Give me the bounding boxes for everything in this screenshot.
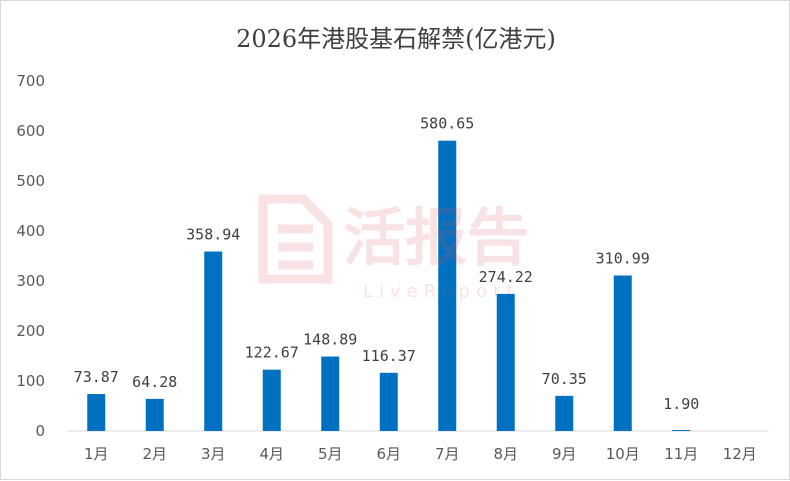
bar [555, 395, 574, 431]
x-tick-label: 3月 [201, 445, 226, 463]
y-tick-label: 0 [35, 422, 45, 440]
y-axis: 0 100 200 300 400 500 600 700 [16, 72, 45, 440]
y-tick-label: 200 [16, 322, 45, 340]
x-tick-label: 7月 [435, 445, 460, 463]
bar [438, 140, 457, 432]
data-label: 70.35 [542, 370, 587, 388]
bar [379, 372, 398, 431]
bar [321, 356, 340, 431]
data-label: 116.37 [362, 347, 416, 365]
data-label: 310.99 [596, 250, 650, 268]
x-tick-label: 8月 [493, 445, 518, 463]
data-label: 358.94 [186, 226, 240, 244]
bar [204, 251, 223, 431]
y-tick-label: 400 [16, 222, 45, 240]
y-tick-label: 600 [16, 122, 45, 140]
x-tick-label: 5月 [318, 445, 343, 463]
y-tick-label: 300 [16, 272, 45, 290]
y-tick-label: 500 [16, 172, 45, 190]
data-label: 64.28 [132, 373, 177, 391]
data-label: 73.87 [74, 368, 119, 386]
x-tick-label: 1月 [84, 445, 109, 463]
y-tick-label: 700 [16, 72, 45, 90]
x-tick-label: 12月 [723, 445, 757, 463]
bar [87, 394, 106, 431]
chart-title: 2026年港股基石解禁(亿港元) [236, 25, 556, 53]
data-label: 580.65 [420, 115, 474, 133]
bar [613, 275, 632, 431]
x-tick-label: 9月 [552, 445, 577, 463]
data-label: 274.22 [479, 268, 533, 286]
x-tick-label: 4月 [259, 445, 284, 463]
x-tick-label: 10月 [606, 445, 640, 463]
bar [262, 369, 281, 431]
x-tick-label: 6月 [376, 445, 401, 463]
data-label: 122.67 [245, 344, 299, 362]
x-tick-label: 2月 [142, 445, 167, 463]
x-axis: 1月 2月 3月 4月 5月 6月 7月 8月 9月 10月 11月 12月 [84, 445, 757, 463]
bar [496, 293, 515, 431]
data-label: 1.90 [663, 395, 699, 413]
data-label: 148.89 [303, 331, 357, 349]
bars [87, 140, 691, 432]
x-tick-label: 11月 [664, 445, 698, 463]
bar [145, 398, 164, 431]
y-tick-label: 100 [16, 372, 45, 390]
bar [672, 430, 691, 431]
